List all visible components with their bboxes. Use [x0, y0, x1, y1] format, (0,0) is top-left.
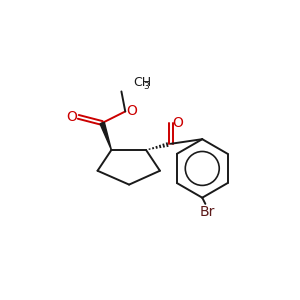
Text: O: O: [172, 116, 183, 130]
Text: O: O: [126, 104, 137, 118]
Text: 3: 3: [144, 82, 149, 91]
Text: Br: Br: [199, 205, 214, 219]
Text: CH: CH: [133, 76, 151, 89]
Polygon shape: [100, 122, 111, 150]
Text: O: O: [67, 110, 78, 124]
